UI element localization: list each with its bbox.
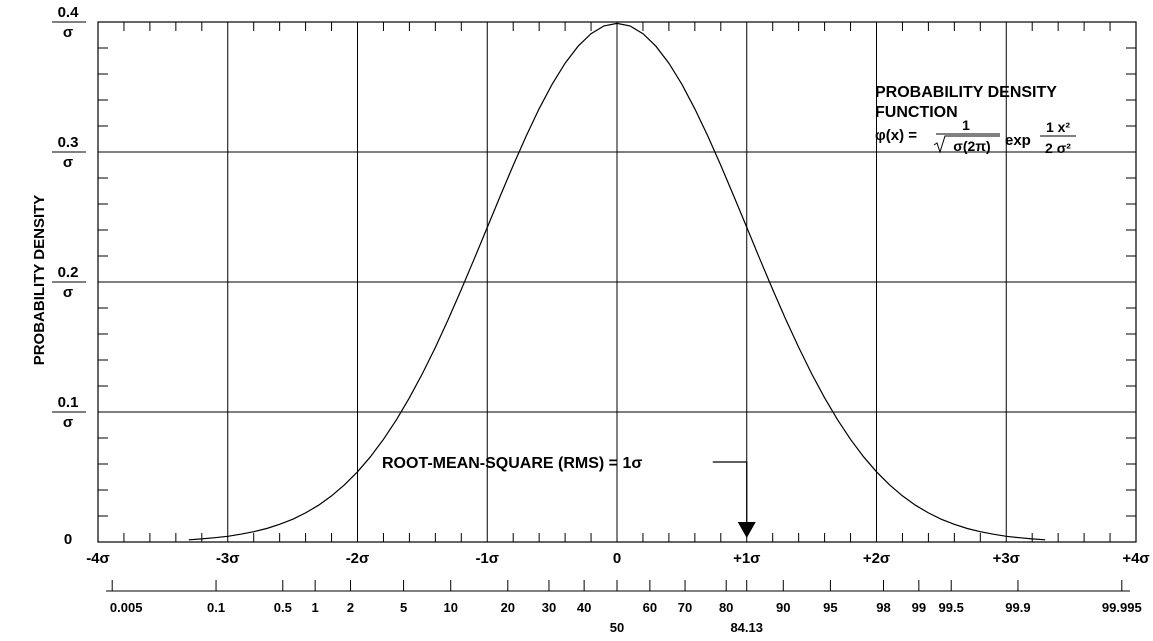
x-tick-label: -1σ [475,550,499,567]
x-tick-label: -4σ [86,550,110,567]
y-tick-label: 0.4 σ [52,4,86,41]
percent-tick-label: 90 [776,600,790,615]
percent-scale: 0.005 0.1 0.5 1 2 5 10 20 30 40 50 60 70 80 84.13 90 95 9… [106,580,1142,635]
x-tick-label: +1σ [733,550,760,567]
plot-frame [97,21,1137,543]
percent-tick-label: 0.1 [207,600,225,615]
formula-lhs: φ(x) = [875,127,917,144]
percent-tick-label: 0.005 [110,600,143,615]
y-axis-label: PROBABILITY DENSITY [31,195,48,366]
percent-tick-label: 10 [443,600,457,615]
rms-leader-line [712,461,748,522]
y-tick-value: 0 [64,531,72,548]
y-tick-numerator: 0.1 [58,394,79,411]
percent-tick-label: 99.5 [939,600,964,615]
formula-denominator: σ(2π) [953,138,990,154]
percent-tick-label: 30 [542,600,556,615]
percent-tick-label: 40 [577,600,591,615]
gridlines [98,22,1136,542]
percent-tick-label: 99.9 [1005,600,1030,615]
x-tick-label: +2σ [863,550,890,567]
x-tick-label: -3σ [216,550,240,567]
pdf-curve [188,22,1046,541]
x-tick-label: +4σ [1122,550,1149,567]
y-tick-denominator: σ [63,154,73,171]
rms-annotation: ROOT-MEAN-SQUARE (RMS) = 1σ [382,455,756,538]
y-tick-denominator: σ [63,24,73,41]
percent-tick-label: 1 [312,600,319,615]
y-tick-label: 0.3 σ [52,134,86,171]
percent-tick-label: 20 [501,600,515,615]
pdf-title-line-1: PROBABILITY DENSITY [875,84,1057,101]
y-tick-numerator: 0.4 [58,4,80,21]
y-tick-denominator: σ [63,414,73,431]
percent-tick-label: 95 [823,600,837,615]
formula-numerator: 1 [962,117,970,133]
rms-label: ROOT-MEAN-SQUARE (RMS) = 1σ [382,455,642,472]
percent-tick-label: 84.13 [730,620,763,635]
sqrt-sign-icon [933,135,1000,154]
formula-exp-numerator: 1 x² [1046,119,1070,135]
y-tick-label: 0.1 σ [52,394,86,431]
percent-tick-label: 98 [876,600,890,615]
minor-ticks [98,22,1136,542]
formula-annotation: PROBABILITY DENSITY FUNCTION φ(x) = 1 σ(… [875,84,1076,156]
percent-tick-label: 99 [912,600,926,615]
percent-tick-label: 50 [610,620,624,635]
percent-tick-label: 2 [347,600,354,615]
x-tick-labels: -4σ -3σ -2σ -1σ 0 +1σ +2σ +3σ +4σ [86,550,1149,567]
percent-tick-label: 99.995 [1102,600,1142,615]
y-tick-labels: 0 0.1 σ 0.2 σ 0.3 σ 0.4 σ [52,4,86,548]
percent-tick-label: 5 [400,600,407,615]
percent-tick-label: 80 [719,600,733,615]
x-tick-label: 0 [613,550,621,567]
y-tick-label: 0 [64,531,72,548]
y-tick-numerator: 0.2 [58,264,79,281]
y-tick-denominator: σ [63,284,73,301]
y-tick-label: 0.2 σ [52,264,86,301]
percent-tick-label: 60 [643,600,657,615]
x-tick-label: +3σ [993,550,1020,567]
percent-tick-label: 0.5 [274,600,292,615]
formula-exp-denominator: 2 σ² [1045,140,1071,156]
y-tick-numerator: 0.3 [58,134,79,151]
percent-tick-label: 70 [678,600,692,615]
formula-exp: exp [1005,132,1031,149]
rms-arrow-icon [737,522,756,538]
x-tick-label: -2σ [346,550,370,567]
pdf-title-line-2: FUNCTION [875,104,958,121]
